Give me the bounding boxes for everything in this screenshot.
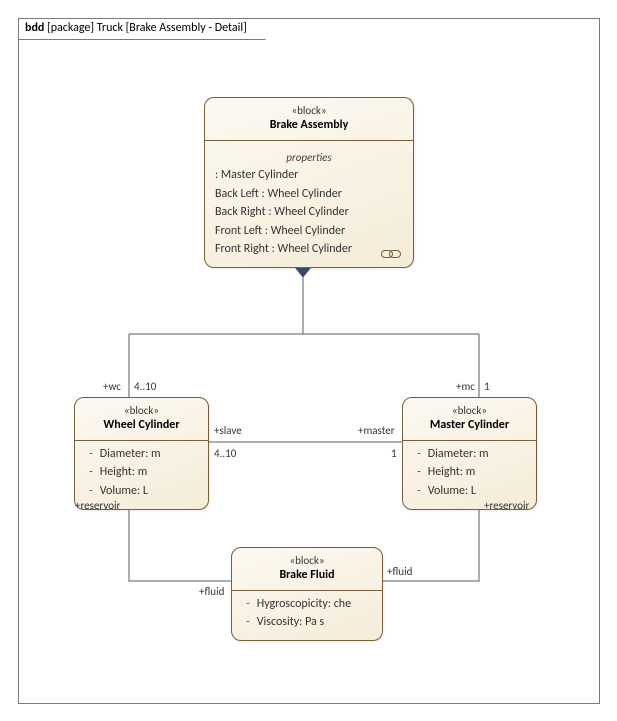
block-stereo: «block» [213, 104, 405, 118]
property-row: Back Left : Wheel Cylinder [215, 185, 403, 204]
attr-text: Height: m [425, 465, 475, 479]
properties-label: properties [215, 145, 403, 166]
role-mc: +mc [456, 380, 475, 393]
mult-wc: 4..10 [134, 380, 156, 393]
block-body: - Hygroscopicity: che- Viscosity: Pa s [232, 591, 382, 640]
frame-title-tab: bdd [package] Truck [Brake Assembly - De… [18, 18, 266, 40]
visibility: - [413, 482, 425, 501]
visibility: - [413, 445, 425, 464]
role-slave: +slave [214, 424, 242, 437]
role-master: +master [358, 424, 395, 437]
block-stereo: «block» [83, 404, 200, 418]
attribute-row: - Diameter: m [413, 445, 526, 464]
attr-text: Diameter: m [97, 447, 161, 461]
visibility: - [242, 613, 254, 632]
attribute-row: - Height: m [85, 463, 198, 482]
block-head: «block» Wheel Cylinder [75, 398, 208, 441]
property-row: Back Right : Wheel Cylinder [215, 203, 403, 222]
visibility: - [413, 463, 425, 482]
attribute-row: - Diameter: m [85, 445, 198, 464]
block-head: «block» Brake Assembly [205, 98, 413, 141]
attribute-row: - Volume: L [85, 482, 198, 501]
attr-text: Volume: L [425, 484, 476, 498]
role-wc-reservoir: +reservoir [75, 499, 120, 512]
property-row: Front Right : Wheel Cylinder [215, 240, 403, 259]
role-wc-fluid: +fluid [199, 585, 224, 598]
attr-text: Hygroscopicity: che [254, 597, 351, 611]
block-brake-assembly[interactable]: «block» Brake Assembly properties : Mast… [204, 97, 414, 268]
attr-text: Volume: L [97, 484, 148, 498]
attribute-row: - Viscosity: Pa s [242, 613, 372, 632]
visibility: - [85, 482, 97, 501]
frame-tag: bdd [25, 21, 44, 35]
role-mc-fluid: +fluid [387, 565, 412, 578]
block-name: Brake Fluid [240, 568, 374, 584]
block-head: «block» Master Cylinder [403, 398, 536, 441]
role-wc: +wc [103, 380, 121, 393]
mult-mc: 1 [484, 380, 490, 393]
attr-text: Viscosity: Pa s [254, 615, 324, 629]
attribute-row: - Height: m [413, 463, 526, 482]
mult-master: 1 [391, 447, 397, 460]
block-stereo: «block» [240, 554, 374, 568]
block-name: Master Cylinder [411, 418, 528, 434]
attribute-row: - Volume: L [413, 482, 526, 501]
block-master-cylinder[interactable]: «block» Master Cylinder - Diameter: m- H… [402, 397, 537, 510]
block-stereo: «block» [411, 404, 528, 418]
attr-text: Diameter: m [425, 447, 489, 461]
block-head: «block» Brake Fluid [232, 548, 382, 591]
mult-slave: 4..10 [214, 447, 236, 460]
block-wheel-cylinder[interactable]: «block» Wheel Cylinder - Diameter: m- He… [74, 397, 209, 510]
block-name: Wheel Cylinder [83, 418, 200, 434]
visibility: - [242, 595, 254, 614]
property-row: : Master Cylinder [215, 166, 403, 185]
visibility: - [85, 463, 97, 482]
diagram-frame: bdd [package] Truck [Brake Assembly - De… [18, 18, 600, 704]
link-chain-icon [381, 249, 403, 259]
visibility: - [85, 445, 97, 464]
frame-package: [package] [47, 21, 94, 35]
attribute-row: - Hygroscopicity: che [242, 595, 372, 614]
frame-title: Truck [Brake Assembly - Detail] [97, 21, 247, 35]
role-mc-reservoir: +reservoir [484, 499, 529, 512]
block-brake-fluid[interactable]: «block» Brake Fluid - Hygroscopicity: ch… [231, 547, 383, 641]
attr-text: Height: m [97, 465, 147, 479]
property-row: Front Left : Wheel Cylinder [215, 222, 403, 241]
block-name: Brake Assembly [213, 118, 405, 134]
